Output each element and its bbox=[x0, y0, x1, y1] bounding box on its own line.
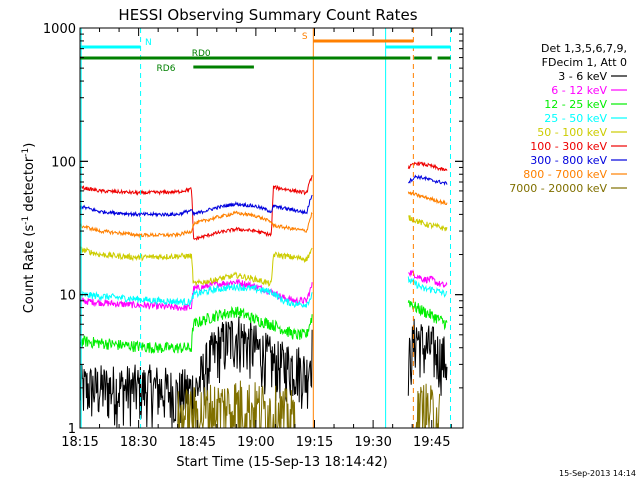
y-tick-label-3: 1000 bbox=[43, 22, 76, 37]
series-line-1-part-1 bbox=[408, 269, 448, 289]
series-line-0-part-0 bbox=[79, 316, 313, 429]
series-line-6-part-0 bbox=[79, 194, 313, 218]
series-line-5-part-0 bbox=[79, 175, 313, 241]
x-tick-labels: 18:15 18:30 18:45 19:00 19:15 19:30 19:45 bbox=[61, 435, 450, 450]
series-line-4-part-0 bbox=[79, 246, 313, 287]
x-tick-label-2: 18:45 bbox=[179, 435, 216, 450]
y-tick-label-2: 100 bbox=[51, 155, 76, 170]
y-tick-label-1: 10 bbox=[59, 289, 76, 304]
x-axis-label: Start Time (15-Sep-13 18:14:42) bbox=[176, 455, 387, 470]
x-tick-label-3: 19:00 bbox=[237, 435, 274, 450]
series-line-4-part-1 bbox=[408, 215, 448, 232]
x-tick-label-1: 18:30 bbox=[120, 435, 157, 450]
legend-entry-label-8: 7000 - 20000 keV bbox=[509, 182, 607, 195]
legend-entry-label-6: 300 - 800 keV bbox=[530, 154, 607, 167]
status-bar-label-0: N bbox=[145, 38, 152, 48]
legend-header-line-1: Det 1,3,5,6,7,9, bbox=[541, 42, 627, 55]
y-axis-label-mid: detector bbox=[22, 156, 37, 216]
series-layer bbox=[79, 161, 448, 430]
series-line-0-part-1 bbox=[407, 318, 448, 396]
series-line-2-part-1 bbox=[407, 300, 448, 331]
status-bars-layer: N S RD0 RD6 bbox=[80, 32, 451, 74]
series-line-5-part-1 bbox=[407, 161, 448, 172]
series-line-3-part-0 bbox=[79, 283, 313, 309]
y-tick-label-0: 1 bbox=[68, 422, 76, 437]
legend-entry-label-1: 6 - 12 keV bbox=[551, 84, 607, 97]
series-line-7-part-1 bbox=[407, 191, 448, 206]
legend-entry-label-2: 12 - 25 keV bbox=[544, 98, 607, 111]
legend-entry-label-7: 800 - 7000 keV bbox=[523, 168, 607, 181]
legend-entry-label-3: 25 - 50 keV bbox=[544, 112, 607, 125]
y-axis-label-sup2: -1 bbox=[21, 148, 31, 157]
legend-header-line-2: FDecim 1, Att 0 bbox=[542, 56, 627, 69]
y-axis-label-sup1: -1 bbox=[21, 216, 31, 225]
x-tick-label-5: 19:30 bbox=[354, 435, 391, 450]
y-axis-label-main: Count Rate (s bbox=[22, 225, 37, 314]
status-bar-label-2: RD0 bbox=[192, 49, 211, 59]
plot-frame bbox=[79, 27, 464, 429]
vertical-lines-layer bbox=[80, 28, 451, 428]
legend-entry-label-5: 100 - 300 keV bbox=[530, 140, 607, 153]
series-line-6-part-1 bbox=[408, 174, 448, 186]
status-bar-label-3: RD6 bbox=[157, 64, 176, 74]
status-bar-label-1: S bbox=[302, 32, 308, 42]
series-line-2-part-0 bbox=[79, 305, 313, 354]
x-tick-label-6: 19:45 bbox=[413, 435, 450, 450]
y-axis-label: Count Rate (s-1 detector-1) bbox=[21, 143, 37, 314]
y-axis-label-end: ) bbox=[22, 143, 37, 148]
chart-title: HESSI Observing Summary Count Rates bbox=[118, 6, 417, 24]
x-tick-label-4: 19:15 bbox=[296, 435, 333, 450]
ticks-layer bbox=[79, 27, 463, 429]
legend-entry-label-4: 50 - 100 keV bbox=[537, 126, 607, 139]
footer-timestamp: 15-Sep-2013 14:14 bbox=[559, 469, 636, 478]
y-tick-labels: 1 10 100 1000 bbox=[43, 22, 76, 437]
series-line-7-part-0 bbox=[79, 210, 313, 239]
series-line-3-part-1 bbox=[407, 276, 448, 298]
legend: Det 1,3,5,6,7,9, FDecim 1, Att 0 3 - 6 k… bbox=[509, 42, 627, 195]
x-tick-label-0: 18:15 bbox=[61, 435, 98, 450]
legend-entry-label-0: 3 - 6 keV bbox=[558, 70, 607, 83]
